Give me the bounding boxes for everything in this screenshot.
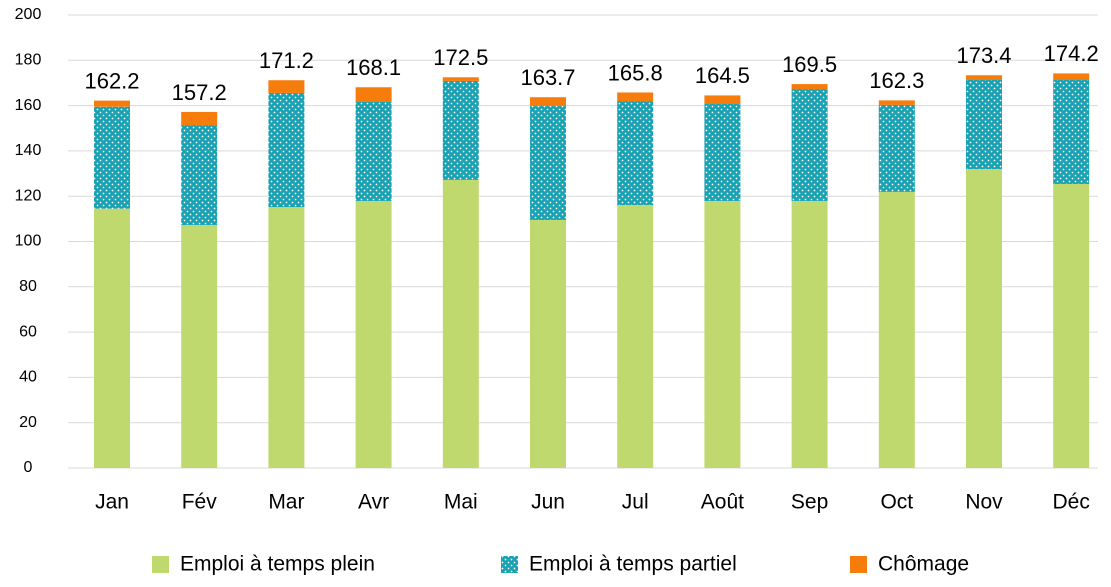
y-tick-label: 180 (15, 52, 42, 69)
bar-segment (1053, 80, 1090, 184)
legend-label: Emploi à temps partiel (529, 553, 737, 576)
legend-swatch (501, 556, 518, 573)
total-label: 173.4 (956, 43, 1011, 68)
bar-segment (355, 87, 392, 102)
bar-segment (617, 205, 654, 468)
x-tick-label: Jul (622, 491, 649, 514)
bar-segment (966, 75, 1002, 81)
bar-segment (530, 106, 566, 220)
bar-segment (442, 179, 479, 468)
x-tick-label: Jan (95, 491, 129, 514)
y-tick-label: 20 (19, 414, 37, 431)
total-label: 162.3 (869, 68, 924, 93)
bar-segment (268, 207, 305, 468)
bar-segment (181, 224, 218, 468)
bar-segment (181, 111, 218, 126)
total-label: 163.7 (520, 65, 575, 90)
x-tick-label: Sep (791, 491, 828, 514)
total-label: 165.8 (608, 60, 663, 85)
bar-segment (442, 77, 479, 81)
bar-segment (966, 80, 1002, 170)
bar-segment (966, 169, 1002, 468)
x-tick-label: Nov (965, 491, 1003, 514)
y-tick-label: 100 (15, 233, 42, 250)
x-tick-label: Jun (531, 491, 565, 514)
bar-segment (355, 101, 392, 201)
total-label: 169.5 (782, 52, 837, 77)
y-tick-label: 60 (19, 323, 37, 340)
bar-segment (617, 92, 654, 102)
x-tick-label: Oct (880, 491, 913, 514)
total-label: 174.2 (1044, 41, 1099, 66)
y-tick-label: 0 (24, 459, 33, 476)
bar-segment (94, 208, 130, 468)
x-tick-label: Mai (444, 491, 478, 514)
y-tick-label: 160 (15, 97, 42, 114)
bar-segment (442, 80, 479, 180)
bar-segment (704, 200, 741, 469)
bar-segment (704, 95, 741, 105)
bar-segment (1053, 183, 1090, 468)
y-tick-label: 140 (15, 142, 42, 159)
bar-segment (94, 106, 130, 209)
total-label: 164.5 (695, 63, 750, 88)
bar-segment (530, 219, 566, 468)
total-label: 157.2 (172, 80, 227, 105)
bar-segment (878, 191, 915, 469)
bar-segment (181, 125, 218, 225)
legend-label: Chômage (878, 553, 969, 576)
total-label: 171.2 (259, 48, 314, 73)
legend-swatch (850, 556, 867, 573)
legend-swatch (152, 556, 169, 573)
bar-segment (530, 97, 566, 107)
total-label: 172.5 (433, 45, 488, 70)
bar-segment (355, 200, 392, 469)
bar-segment (704, 104, 741, 201)
x-tick-label: Fév (182, 491, 218, 514)
y-tick-label: 120 (15, 187, 42, 204)
x-tick-label: Déc (1053, 491, 1090, 514)
bar-segment (94, 100, 130, 107)
total-label: 168.1 (346, 55, 401, 80)
bar-segment (878, 100, 915, 105)
y-tick-label: 80 (19, 278, 37, 295)
x-tick-label: Avr (358, 491, 389, 514)
bar-segment (791, 84, 828, 90)
y-tick-label: 200 (15, 6, 42, 23)
bar-segment (791, 200, 828, 469)
bar-segment (878, 104, 915, 192)
bar-segment (791, 89, 828, 201)
x-tick-label: Août (701, 491, 744, 514)
bar-segment (268, 92, 305, 208)
bar-segment (617, 101, 654, 206)
total-label: 162.2 (84, 68, 139, 93)
bar-segment (268, 80, 305, 93)
x-tick-label: Mar (268, 491, 304, 514)
bar-segment (1053, 73, 1090, 81)
y-tick-label: 40 (19, 369, 37, 386)
legend-label: Emploi à temps plein (180, 553, 375, 576)
